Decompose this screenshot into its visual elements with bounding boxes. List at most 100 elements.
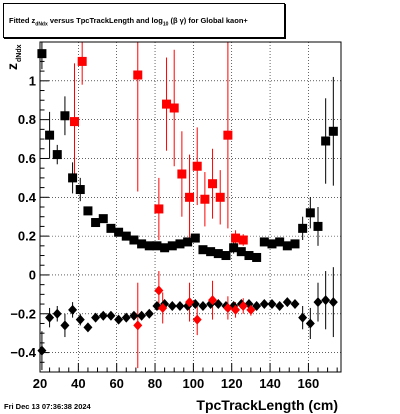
data-point-square — [252, 252, 262, 262]
y-tick-label: 0.8 — [18, 112, 36, 127]
data-point-diamond — [231, 304, 241, 315]
data-point-diamond — [68, 304, 78, 315]
data-point-square — [215, 192, 225, 202]
data-point-diamond — [158, 302, 168, 313]
y-tick-label: 0.6 — [18, 151, 36, 166]
y-axis-label-var: z — [4, 63, 20, 70]
data-point-square — [192, 161, 202, 171]
data-point-square — [200, 194, 210, 204]
data-point-square — [183, 237, 193, 247]
data-point-diamond — [290, 299, 300, 310]
axis-ticks — [39, 41, 338, 373]
data-point-square — [37, 49, 47, 59]
data-point-square — [185, 192, 195, 202]
data-point-square — [313, 221, 323, 231]
data-point-square — [328, 126, 338, 136]
data-point-square — [45, 130, 55, 140]
data-point-diamond — [106, 310, 116, 321]
data-point-diamond — [246, 304, 256, 315]
x-tick-label: 60 — [109, 376, 123, 391]
data-point-square — [259, 237, 269, 247]
data-point-square — [137, 239, 147, 249]
data-point-square — [177, 169, 187, 179]
data-point-square — [229, 243, 239, 253]
timestamp: Fri Dec 13 07:36:38 2024 — [4, 402, 91, 411]
data-point-diamond — [298, 312, 308, 323]
grid-lines — [39, 42, 341, 372]
data-point-diamond — [185, 297, 195, 308]
data-point-diamond — [114, 314, 124, 325]
data-point-diamond — [275, 301, 285, 311]
data-point-square — [267, 239, 277, 249]
data-point-square — [223, 130, 233, 140]
data-point-diamond — [45, 312, 55, 323]
title-paren: (β γ) — [170, 16, 187, 25]
data-point-diamond — [37, 345, 47, 356]
data-point-diamond — [75, 314, 85, 325]
data-point-square — [144, 241, 154, 251]
x-tick-label: 40 — [71, 376, 85, 391]
data-point-diamond — [213, 299, 223, 310]
data-point-square — [160, 243, 170, 253]
data-point-square — [75, 185, 85, 195]
data-point-square — [236, 247, 246, 257]
data-point-diamond — [121, 312, 131, 323]
data-point-diamond — [305, 318, 315, 329]
data-point-square — [114, 227, 124, 237]
chart-title-box: Fitted zdNdx versus TpcTrackLength and l… — [3, 3, 285, 38]
error-bars — [41, 42, 334, 371]
y-tick-label: 0.2 — [18, 229, 36, 244]
data-point-square — [244, 251, 254, 261]
x-tick-labels: 20 40 60 80 100 120 140 160 — [33, 376, 319, 391]
data-point-diamond — [198, 301, 208, 311]
data-point-diamond — [267, 299, 277, 310]
data-point-square — [60, 111, 70, 121]
data-point-diamond — [144, 308, 154, 319]
data-point-square — [129, 235, 139, 245]
y-axis-label: zdNdx — [4, 44, 23, 70]
data-point-square — [290, 239, 300, 249]
data-point-square — [305, 208, 315, 218]
data-point-square — [238, 235, 248, 245]
data-point-square — [208, 179, 218, 189]
y-axis-label-sub: dNdx — [16, 44, 23, 62]
y-tick-label: 0.4 — [18, 190, 37, 205]
x-tick-label: 140 — [259, 376, 281, 391]
title-suffix: for Global kaon+ — [188, 16, 248, 25]
data-point-diamond — [223, 302, 233, 313]
data-point-square — [52, 150, 62, 160]
x-tick-label: 100 — [183, 376, 205, 391]
data-point-diamond — [252, 301, 262, 311]
data-point-diamond — [175, 301, 185, 311]
data-point-square — [198, 245, 208, 255]
data-point-square — [169, 103, 179, 113]
data-point-diamond — [259, 299, 269, 310]
data-point-square — [106, 223, 116, 233]
x-tick-label: 160 — [298, 376, 320, 391]
data-point-diamond — [167, 301, 177, 311]
data-point-diamond — [321, 295, 331, 306]
data-point-diamond — [313, 297, 323, 308]
x-tick-label: 80 — [148, 376, 162, 391]
title-mid: versus TpcTrackLength and log10 — [49, 16, 169, 28]
data-point-diamond — [60, 320, 70, 331]
data-point-diamond — [154, 285, 164, 296]
data-point-square — [152, 241, 162, 251]
y-tick-label: −0.4 — [10, 345, 36, 360]
data-point-square — [70, 117, 80, 127]
data-point-square — [175, 239, 185, 249]
data-point-diamond — [98, 310, 108, 321]
data-point-diamond — [129, 310, 139, 321]
data-point-square — [162, 99, 172, 109]
data-point-square — [83, 206, 93, 216]
data-point-square — [77, 56, 87, 66]
data-point-square — [282, 241, 292, 251]
data-point-diamond — [137, 310, 147, 321]
data-point-square — [213, 249, 223, 259]
data-point-square — [190, 233, 200, 243]
data-point-diamond — [83, 322, 93, 333]
data-point-square — [231, 233, 241, 243]
x-tick-label: 20 — [33, 376, 47, 391]
data-point-diamond — [208, 295, 218, 306]
